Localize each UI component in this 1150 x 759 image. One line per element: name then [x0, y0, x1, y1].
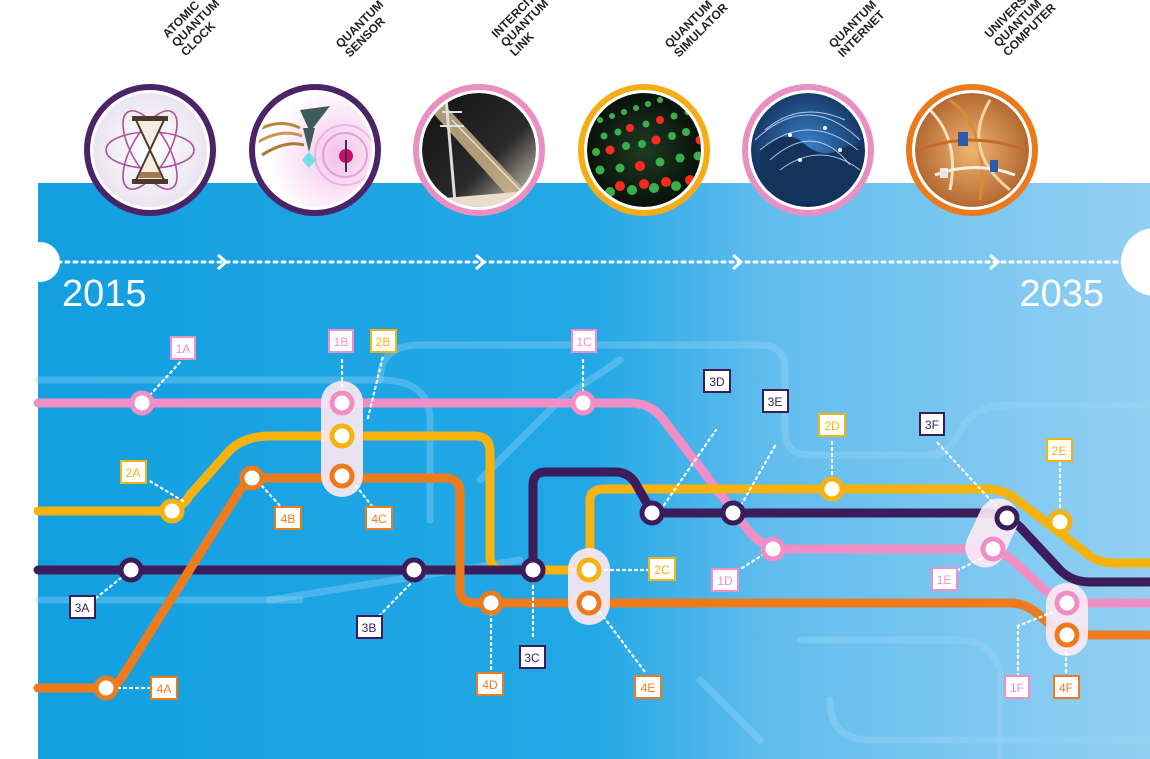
- stations: [93, 390, 1080, 701]
- station-3c: [520, 557, 546, 583]
- line-3-track: [33, 467, 1150, 587]
- station-1e: [980, 536, 1006, 562]
- station-1b: [329, 390, 355, 416]
- label-1f: 1F: [1004, 675, 1030, 699]
- label-3c: 3C: [519, 645, 546, 669]
- label-2c: 2C: [648, 557, 676, 581]
- station-2e: [1047, 509, 1073, 535]
- svg-text:3F: 3F: [925, 418, 939, 432]
- label-3f: 3F: [919, 412, 945, 436]
- timeline-start-node: [20, 242, 60, 282]
- quantum-internet-icon: [742, 84, 874, 216]
- label-3a: 3A: [69, 595, 96, 619]
- svg-text:2D: 2D: [824, 419, 840, 433]
- milestone-labels: 1A 1B 1C 1D 1E 1F 2A 2B 2C 2D 2E 3A 3B 3…: [69, 329, 1080, 700]
- svg-text:2C: 2C: [654, 563, 670, 577]
- svg-text:2A: 2A: [126, 466, 141, 480]
- label-4d: 4D: [476, 672, 504, 696]
- svg-text:3E: 3E: [768, 395, 783, 409]
- label-3d: 3D: [703, 369, 731, 393]
- svg-text:4A: 4A: [157, 682, 172, 696]
- station-4f: [1054, 622, 1080, 648]
- svg-text:4F: 4F: [1059, 681, 1073, 695]
- label-2b: 2B: [370, 329, 397, 353]
- timeline-start-year: 2015: [62, 273, 147, 315]
- svg-text:3A: 3A: [75, 601, 90, 615]
- timeline-chevron-icon: [217, 253, 229, 271]
- station-4c: [329, 463, 355, 489]
- atomic-clock-icon: [84, 84, 216, 216]
- svg-text:1A: 1A: [176, 342, 191, 356]
- station-1a: [129, 390, 155, 416]
- station-1d: [760, 536, 786, 562]
- svg-text:2B: 2B: [376, 335, 391, 349]
- svg-text:3B: 3B: [362, 621, 377, 635]
- label-1a: 1A: [170, 336, 196, 360]
- label-4e: 4E: [634, 675, 662, 699]
- svg-text:4B: 4B: [281, 512, 296, 526]
- label-4f: 4F: [1053, 675, 1080, 699]
- quantum-sensor-icon: [249, 84, 381, 216]
- station-3a: [118, 557, 144, 583]
- timeline-chevron-icon: [732, 253, 744, 271]
- svg-text:2E: 2E: [1052, 444, 1067, 458]
- label-2a: 2A: [120, 460, 147, 484]
- timeline-chevron-icon: [475, 253, 487, 271]
- station-4a: [93, 675, 119, 701]
- label-1d: 1D: [711, 568, 739, 592]
- quantum-simulator-icon: [578, 84, 710, 216]
- quantum-link-icon: [413, 84, 545, 216]
- label-4a: 4A: [150, 676, 178, 700]
- station-2c: [576, 557, 602, 583]
- quantum-computer-icon: [906, 84, 1038, 216]
- station-3f: [994, 505, 1020, 531]
- station-3d: [639, 500, 665, 526]
- svg-text:1C: 1C: [576, 335, 592, 349]
- station-2b: [329, 423, 355, 449]
- station-4b: [239, 465, 265, 491]
- station-4e: [576, 590, 602, 616]
- svg-text:3D: 3D: [709, 375, 725, 389]
- station-4d: [478, 590, 504, 616]
- station-1c: [570, 390, 596, 416]
- station-2d: [819, 476, 845, 502]
- svg-text:4C: 4C: [371, 512, 387, 526]
- svg-text:1D: 1D: [717, 574, 733, 588]
- svg-text:4D: 4D: [482, 678, 498, 692]
- label-2e: 2E: [1046, 438, 1073, 462]
- technology-icons: [84, 84, 1038, 216]
- label-1b: 1B: [328, 329, 354, 353]
- label-2d: 2D: [818, 413, 846, 437]
- svg-text:1B: 1B: [334, 335, 349, 349]
- svg-text:3C: 3C: [524, 651, 540, 665]
- timeline-end-node: [1121, 228, 1150, 296]
- svg-text:1F: 1F: [1010, 681, 1024, 695]
- station-1f: [1054, 590, 1080, 616]
- label-1e: 1E: [931, 567, 958, 591]
- label-4b: 4B: [274, 506, 302, 530]
- label-3e: 3E: [762, 389, 789, 413]
- label-leaders: [94, 354, 1068, 690]
- svg-text:1E: 1E: [937, 573, 952, 587]
- timeline-axis: 2015 2035: [20, 228, 1150, 315]
- label-1c: 1C: [571, 329, 597, 353]
- station-2a: [159, 498, 185, 524]
- station-3b: [401, 557, 427, 583]
- timeline-end-year: 2035: [1019, 273, 1104, 315]
- timeline-chevron-icon: [989, 253, 1001, 271]
- label-3b: 3B: [356, 615, 383, 639]
- svg-text:4E: 4E: [641, 681, 656, 695]
- label-4c: 4C: [365, 506, 393, 530]
- station-3e: [720, 500, 746, 526]
